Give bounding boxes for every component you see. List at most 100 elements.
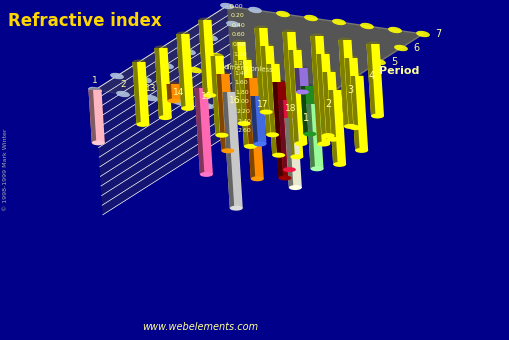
- Polygon shape: [316, 54, 326, 136]
- Ellipse shape: [172, 99, 186, 105]
- Polygon shape: [194, 88, 204, 174]
- Ellipse shape: [89, 87, 101, 92]
- Text: 1.80: 1.80: [235, 90, 248, 95]
- Ellipse shape: [282, 167, 295, 172]
- Ellipse shape: [215, 133, 228, 138]
- Ellipse shape: [393, 45, 407, 51]
- Ellipse shape: [326, 137, 339, 142]
- Ellipse shape: [372, 59, 385, 65]
- Polygon shape: [350, 76, 359, 150]
- Ellipse shape: [284, 115, 297, 121]
- Text: Period: Period: [378, 66, 418, 76]
- Polygon shape: [306, 104, 323, 169]
- Polygon shape: [366, 44, 375, 116]
- Ellipse shape: [322, 69, 335, 74]
- Text: www.webelements.com: www.webelements.com: [142, 322, 258, 332]
- Ellipse shape: [210, 53, 223, 58]
- Ellipse shape: [350, 73, 363, 79]
- Ellipse shape: [225, 21, 239, 27]
- Polygon shape: [306, 104, 315, 169]
- Text: 0.40: 0.40: [231, 23, 244, 28]
- Ellipse shape: [303, 15, 317, 21]
- Polygon shape: [222, 92, 242, 208]
- Text: 6: 6: [412, 43, 418, 53]
- Polygon shape: [266, 64, 276, 155]
- Ellipse shape: [166, 82, 179, 86]
- Ellipse shape: [348, 125, 361, 130]
- Polygon shape: [282, 32, 294, 157]
- Text: 2: 2: [120, 80, 126, 89]
- Polygon shape: [278, 100, 287, 170]
- Polygon shape: [294, 68, 300, 92]
- Polygon shape: [194, 88, 212, 174]
- Text: 2.40: 2.40: [237, 119, 250, 124]
- Ellipse shape: [253, 141, 266, 147]
- Polygon shape: [89, 90, 96, 143]
- Polygon shape: [350, 76, 367, 150]
- Ellipse shape: [344, 55, 357, 61]
- Ellipse shape: [216, 71, 229, 76]
- Ellipse shape: [387, 27, 401, 33]
- Ellipse shape: [167, 98, 180, 103]
- Text: 17: 17: [257, 100, 268, 109]
- Polygon shape: [176, 34, 194, 108]
- Polygon shape: [310, 36, 321, 144]
- Ellipse shape: [188, 67, 202, 73]
- Ellipse shape: [278, 98, 291, 102]
- Polygon shape: [272, 82, 291, 178]
- Text: 2.60: 2.60: [237, 128, 251, 133]
- Text: 5: 5: [390, 57, 397, 67]
- Ellipse shape: [238, 57, 251, 63]
- Ellipse shape: [144, 95, 158, 101]
- Ellipse shape: [295, 89, 308, 95]
- Ellipse shape: [160, 63, 174, 69]
- Text: 1: 1: [302, 113, 308, 123]
- Ellipse shape: [317, 141, 330, 147]
- Polygon shape: [338, 40, 356, 126]
- Text: 15: 15: [201, 92, 212, 101]
- Ellipse shape: [300, 84, 313, 88]
- Ellipse shape: [275, 11, 289, 17]
- Text: 2.00: 2.00: [236, 100, 249, 104]
- Polygon shape: [250, 96, 258, 144]
- Ellipse shape: [136, 122, 149, 127]
- Polygon shape: [282, 32, 303, 157]
- Ellipse shape: [220, 3, 234, 9]
- Polygon shape: [366, 44, 383, 116]
- Text: 1.20: 1.20: [233, 61, 247, 66]
- Polygon shape: [260, 46, 270, 135]
- Ellipse shape: [259, 109, 272, 115]
- Polygon shape: [95, 6, 234, 215]
- Polygon shape: [250, 96, 266, 144]
- Text: 0.00: 0.00: [230, 3, 243, 8]
- Ellipse shape: [222, 89, 235, 95]
- Ellipse shape: [256, 111, 269, 117]
- Polygon shape: [344, 58, 353, 128]
- Text: 1.00: 1.00: [233, 51, 246, 56]
- Polygon shape: [278, 100, 295, 170]
- Ellipse shape: [338, 37, 351, 42]
- Text: 2.20: 2.20: [236, 109, 250, 114]
- Polygon shape: [316, 54, 334, 136]
- Text: 0.20: 0.20: [230, 13, 244, 18]
- Ellipse shape: [310, 166, 323, 171]
- Ellipse shape: [282, 30, 295, 34]
- Text: 14: 14: [173, 88, 184, 97]
- Polygon shape: [198, 20, 216, 95]
- Ellipse shape: [354, 148, 367, 153]
- Ellipse shape: [260, 44, 273, 49]
- Polygon shape: [344, 58, 361, 128]
- Ellipse shape: [228, 107, 241, 113]
- Polygon shape: [284, 118, 293, 188]
- Polygon shape: [272, 82, 282, 178]
- Ellipse shape: [92, 140, 104, 145]
- Ellipse shape: [181, 106, 194, 111]
- Text: 1.40: 1.40: [234, 71, 247, 76]
- Polygon shape: [288, 50, 298, 143]
- Ellipse shape: [321, 133, 334, 138]
- Ellipse shape: [232, 39, 245, 45]
- Polygon shape: [300, 86, 307, 134]
- Polygon shape: [300, 86, 316, 134]
- Polygon shape: [238, 60, 248, 147]
- Ellipse shape: [244, 75, 257, 81]
